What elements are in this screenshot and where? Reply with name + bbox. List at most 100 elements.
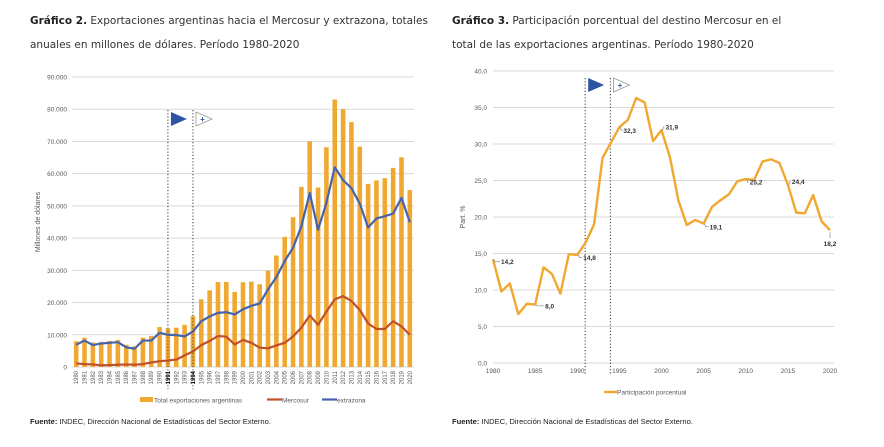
chart2-caption-text: Exportaciones argentinas hacia el Mercos…	[30, 15, 428, 51]
chart3-annotation-leader	[704, 223, 709, 228]
chart2-mercosur-start-marker-1994-plus-icon: +	[200, 115, 205, 124]
chart3-ytick-label: 35,0	[474, 105, 487, 112]
chart2-bar-2010	[324, 147, 329, 367]
chart2-legend-swatch-total	[140, 397, 153, 402]
chart3-xtick-label: 2000	[654, 368, 669, 375]
chart2-xtick-label: 2015	[366, 370, 372, 384]
chart3-annotation-label: 14,2	[501, 259, 514, 266]
chart2-bar-1982	[90, 342, 96, 367]
chart2-ytick-label: 20.000	[47, 300, 67, 307]
chart3-ytick-label: 5,0	[478, 324, 487, 331]
chart2-bar-2013	[349, 122, 354, 367]
chart2-ytick-label: 0	[63, 365, 67, 372]
chart2-xtick-label: 2000	[241, 370, 247, 384]
chart3-xtick-label: 1995	[612, 368, 627, 375]
chart2-bar-2009	[315, 187, 321, 367]
chart3-source-label: Fuente:	[452, 417, 480, 426]
chart2-bar-1981	[82, 337, 87, 367]
chart2-xtick-label: 2005	[283, 370, 289, 384]
chart2-bar-1986	[123, 344, 129, 367]
chart2-xtick-label: 2001	[249, 370, 255, 384]
chart2-line-mercosur	[76, 295, 411, 367]
chart2-xtick-label: 1991	[166, 370, 172, 384]
chart2-legend-label-extrazona: extrazona	[337, 398, 366, 405]
chart3-caption: Gráfico 3. Participación porcentual del …	[452, 9, 782, 57]
chart3-annotation-label: 24,4	[792, 179, 805, 186]
chart2-xtick-label: 2004	[274, 370, 280, 384]
chart2-bar-2017	[382, 178, 388, 367]
chart2-xtick-label: 1985	[116, 370, 122, 384]
chart2-ytick-label: 10.000	[47, 332, 67, 339]
chart3-mercosur-start-marker-1994-plus-icon: +	[618, 81, 623, 90]
chart2-xtick-label: 1986	[124, 370, 130, 384]
chart2-bar-1995	[198, 299, 204, 367]
chart3-ytick-label: 30,0	[474, 142, 487, 149]
chart2-bar-2018	[390, 167, 396, 367]
chart3-ytick-label: 15,0	[474, 251, 487, 258]
chart2-xtick-label: 2013	[349, 370, 355, 384]
chart2-bar-2016	[374, 180, 379, 367]
chart2-mercosur-start-marker-1991-play-icon	[170, 112, 187, 126]
chart2-xtick-label: 1997	[216, 370, 222, 384]
chart2-bar-1988	[140, 337, 146, 367]
chart2-legend-label-total: Total exportaciones argentinas	[154, 398, 243, 405]
chart2-xtick-label: 1988	[141, 370, 147, 384]
chart2-xtick-label: 2012	[341, 370, 347, 384]
chart3-xtick-label: 1990	[570, 368, 585, 375]
chart2-bar-1984	[107, 340, 112, 367]
chart2-xtick-label: 1993	[183, 370, 189, 384]
chart2-xtick-label: 2014	[358, 370, 364, 384]
chart2-source-text: INDEC, Dirección Nacional de Estadística…	[57, 417, 271, 426]
chart3-annotation-leader	[577, 254, 583, 258]
chart2-xtick-label: 2002	[258, 370, 264, 384]
chart3-annotation-label: 32,3	[623, 128, 636, 135]
chart3-ytick-label: 25,0	[474, 178, 487, 185]
chart3-xtick-label: 2010	[739, 368, 754, 375]
chart2-ytick-label: 50.000	[47, 203, 67, 210]
chart3-caption-number: Gráfico 3.	[452, 15, 510, 27]
chart2-xtick-label: 2019	[399, 370, 405, 384]
chart3-annotation-leader	[662, 126, 665, 131]
chart2-bar-1989	[148, 336, 154, 367]
chart2-xtick-label: 1987	[133, 370, 139, 384]
chart2-bar-1997	[215, 281, 221, 367]
chart2-xtick-label: 2016	[374, 370, 380, 384]
chart3-annotation-leader	[746, 178, 749, 183]
chart3-ytick-label: 40,0	[474, 69, 487, 76]
chart2-xtick-label: 1983	[99, 370, 105, 384]
chart2-legend-label-mercosur: Mercosur	[282, 398, 310, 405]
chart3-annotation-label: 8,0	[545, 303, 554, 310]
chart2-bar-1990	[157, 327, 162, 367]
chart2-ytick-label: 70.000	[47, 139, 67, 146]
chart2-source: Fuente: INDEC, Dirección Nacional de Est…	[30, 417, 271, 426]
chart2-xtick-label: 2009	[316, 370, 322, 384]
chart3-caption-text: Participación porcentual del destino Mer…	[452, 15, 782, 51]
chart2-xtick-label: 1981	[83, 370, 89, 384]
chart2-bar-2011	[332, 99, 338, 368]
chart3-annotation-label: 14,8	[583, 255, 596, 262]
chart2-xtick-label: 2008	[308, 370, 314, 384]
chart3-y-axis-label: Part. %	[460, 206, 467, 229]
chart3-annotation-label: 25,2	[750, 180, 763, 187]
chart2-bar-2015	[365, 183, 371, 367]
chart3-line-participacion	[491, 96, 831, 316]
chart3-xtick-label: 1985	[528, 368, 543, 375]
chart3-xtick-label: 2020	[823, 368, 838, 375]
chart2-bar-2019	[399, 157, 404, 367]
chart3-ytick-label: 20,0	[474, 215, 487, 222]
chart2-y-axis-label: Millones de dólares	[35, 191, 42, 252]
chart3-annotation-leader	[788, 181, 791, 185]
chart2-xtick-label: 2017	[383, 370, 389, 384]
chart2-xtick-label: 1980	[74, 370, 80, 384]
chart2-bar-2005	[282, 236, 288, 367]
chart2-ytick-label: 30.000	[47, 268, 67, 275]
chart2-caption: Gráfico 2. Exportaciones argentinas haci…	[30, 9, 430, 57]
chart2-ytick-label: 40.000	[47, 236, 67, 243]
chart2-xtick-label: 2011	[333, 370, 339, 384]
chart2-bar-1983	[98, 341, 104, 367]
chart2-xtick-label: 1996	[208, 370, 214, 384]
chart2-bar-2006	[290, 217, 296, 367]
chart2-bar-2007	[299, 186, 304, 367]
chart2-xtick-label: 2010	[324, 370, 330, 384]
chart2-xtick-label: 2020	[408, 370, 414, 384]
